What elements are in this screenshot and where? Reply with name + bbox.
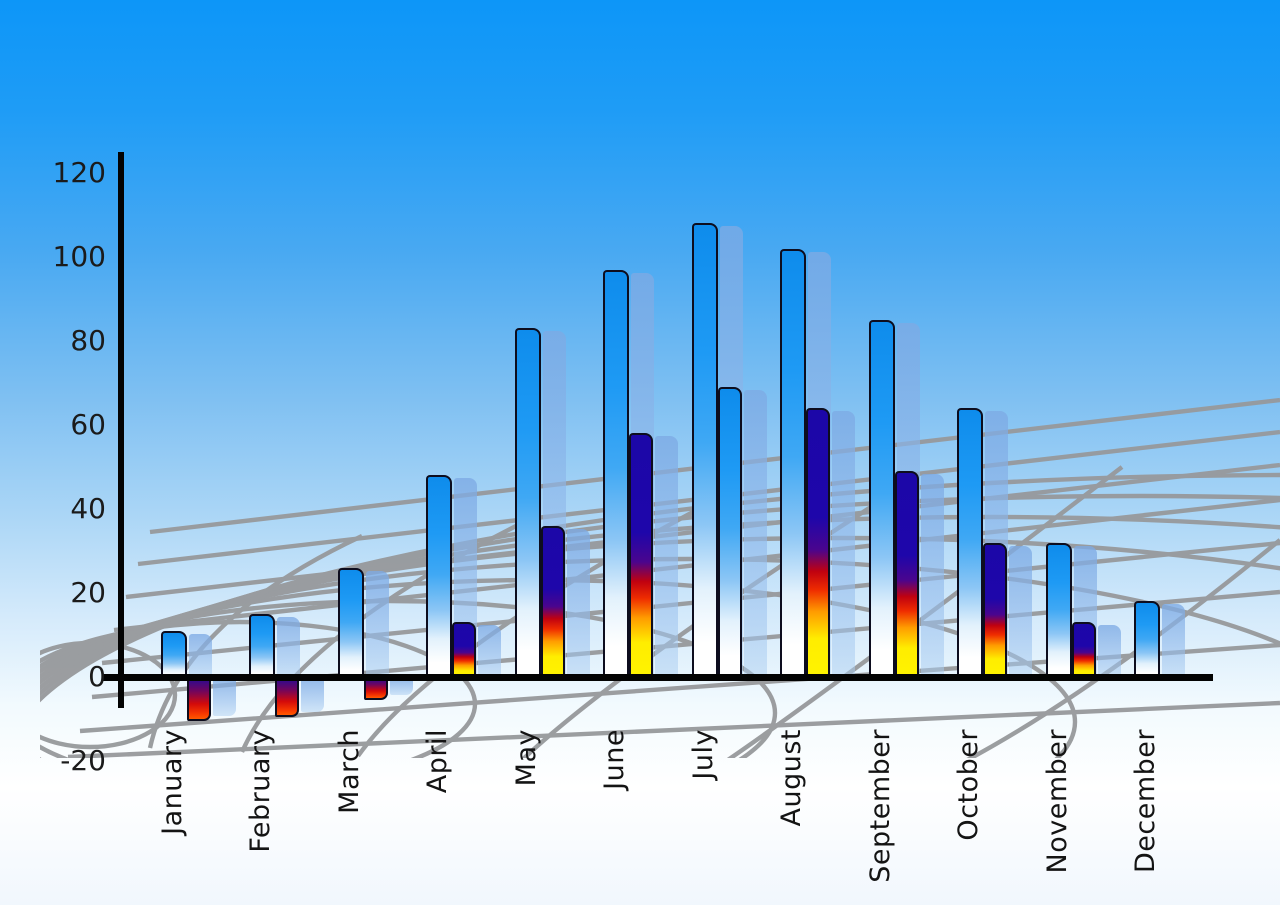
bar-primary-october [957, 408, 983, 679]
bar-primary-november [1046, 542, 1072, 679]
bar-shadow-primary-march [366, 570, 389, 678]
bar-shadow-secondary-july [744, 390, 767, 678]
bar-shadow-secondary-april [478, 625, 501, 678]
x-label-november: November [1042, 729, 1073, 874]
bar-shadow-secondary-june [655, 436, 678, 678]
y-axis-line [118, 152, 124, 708]
bar-primary-september [869, 320, 895, 679]
bar-shadow-primary-january [189, 633, 212, 678]
bar-shadow-secondary-may [567, 528, 590, 678]
x-label-august: August [776, 729, 807, 827]
y-tick-label-60: 60 [70, 408, 106, 441]
x-axis-line [103, 674, 1213, 681]
bar-secondary-october [983, 542, 1007, 679]
bar-primary-april [426, 475, 452, 679]
bar-primary-may [515, 328, 541, 679]
bar-secondary-march [364, 679, 388, 700]
bar-primary-june [603, 269, 629, 679]
bar-secondary-september [895, 471, 919, 679]
bar-secondary-june [629, 433, 653, 679]
bar-primary-december [1134, 601, 1160, 679]
x-label-december: December [1130, 729, 1161, 874]
y-tick-label-100: 100 [52, 240, 106, 273]
x-label-october: October [953, 729, 984, 841]
bar-primary-january [161, 630, 187, 679]
bar-secondary-may [541, 525, 565, 679]
bar-secondary-november [1072, 622, 1096, 679]
bar-secondary-february [275, 679, 299, 717]
bar-secondary-august [806, 408, 830, 679]
x-label-march: March [334, 729, 365, 814]
x-label-june: June [599, 729, 630, 790]
y-tick-label-40: 40 [70, 492, 106, 525]
bar-shadow-secondary-october [1009, 545, 1032, 678]
y-tick-label-120: 120 [52, 156, 106, 189]
bar-primary-august [780, 248, 806, 679]
bar-primary-february [249, 614, 275, 679]
x-label-july: July [688, 729, 719, 780]
bar-shadow-secondary-september [921, 474, 944, 678]
x-label-february: February [245, 729, 276, 853]
bar-shadow-secondary-august [832, 411, 855, 678]
x-label-april: April [422, 729, 453, 794]
bar-secondary-april [452, 622, 476, 679]
bar-shadow-secondary-november [1098, 625, 1121, 678]
x-label-may: May [511, 729, 542, 787]
x-label-january: January [157, 729, 188, 835]
y-tick-label-20: 20 [70, 576, 106, 609]
y-tick-label--20: -20 [60, 744, 106, 777]
bar-shadow-secondary-february [301, 679, 324, 712]
bar-secondary-january [187, 679, 211, 721]
bar-primary-july [692, 223, 718, 679]
bar-shadow-secondary-march [390, 679, 413, 695]
bar-secondary-july [718, 387, 742, 679]
y-tick-label-80: 80 [70, 324, 106, 357]
bar-shadow-primary-december [1162, 604, 1185, 678]
bar-primary-march [338, 567, 364, 679]
y-tick-label-0: 0 [88, 660, 106, 693]
bar-shadow-secondary-january [213, 679, 236, 716]
x-label-september: September [865, 729, 896, 883]
bar-shadow-primary-february [277, 617, 300, 678]
